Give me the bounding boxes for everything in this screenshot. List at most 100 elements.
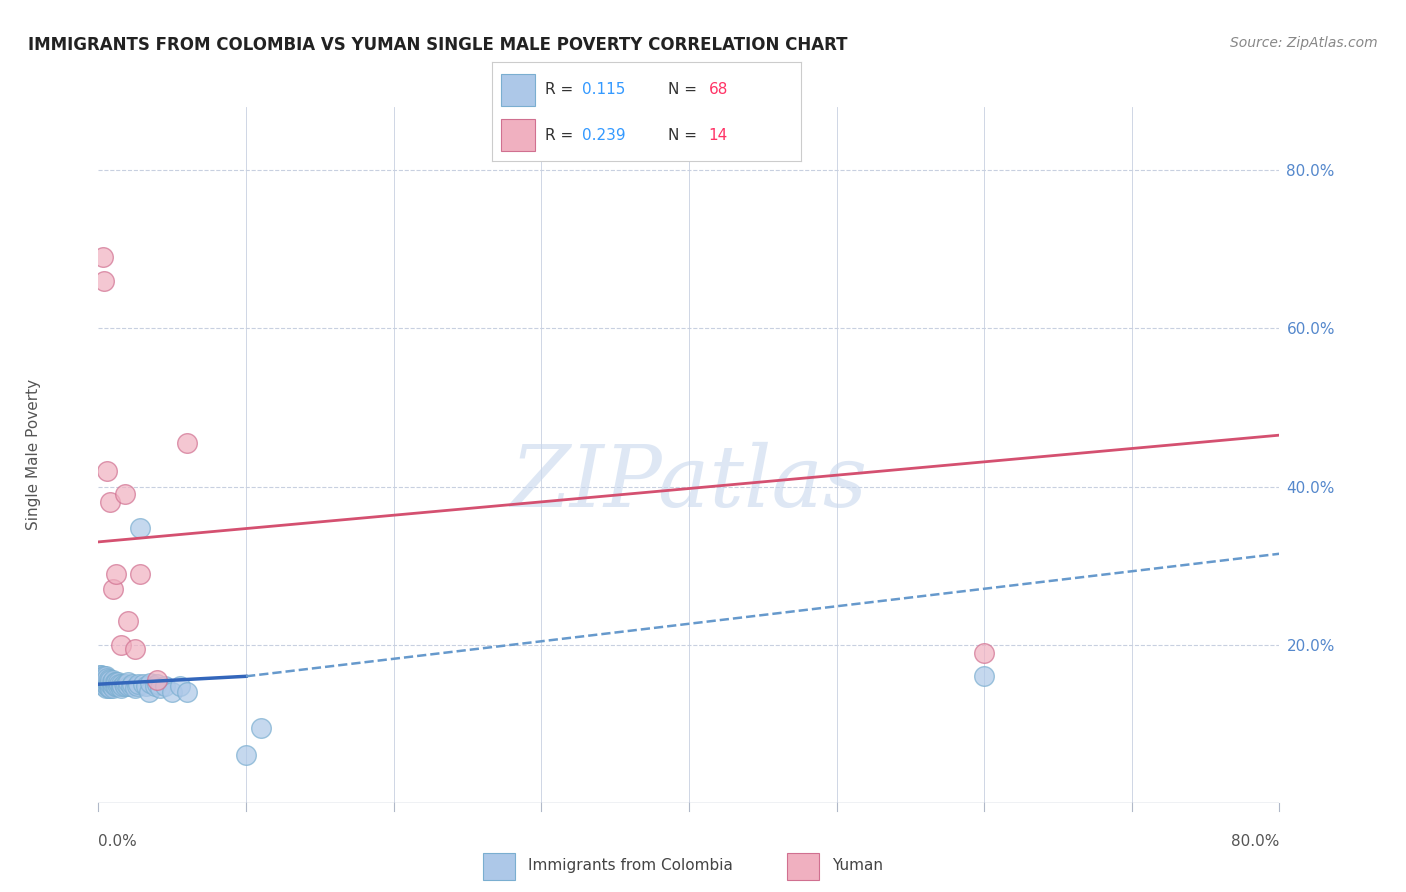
Text: IMMIGRANTS FROM COLOMBIA VS YUMAN SINGLE MALE POVERTY CORRELATION CHART: IMMIGRANTS FROM COLOMBIA VS YUMAN SINGLE… [28, 36, 848, 54]
Point [103, 677, 125, 691]
Point [169, 679, 191, 693]
Point [125, 679, 148, 693]
Point [98, 677, 121, 691]
Point [103, 582, 125, 597]
Point [117, 674, 139, 689]
Point [127, 677, 149, 691]
Point [153, 679, 176, 693]
Point [138, 685, 160, 699]
Point [128, 521, 150, 535]
Point [114, 487, 136, 501]
Point [96, 679, 118, 693]
Text: Yuman: Yuman [832, 858, 883, 872]
Point [98, 673, 121, 688]
FancyBboxPatch shape [502, 120, 536, 151]
Point [250, 721, 273, 735]
Point [110, 677, 132, 691]
Text: N =: N = [668, 128, 697, 143]
Point [94, 669, 117, 683]
Point [128, 566, 150, 581]
Text: ZIPatlas: ZIPatlas [510, 442, 868, 524]
Text: R =: R = [544, 82, 572, 97]
Text: 0.115: 0.115 [582, 82, 626, 97]
Point [98, 495, 121, 509]
Point [107, 679, 129, 693]
Point [973, 669, 995, 683]
Point [121, 677, 143, 691]
Point [111, 679, 134, 693]
Point [97, 681, 120, 695]
Point [104, 679, 127, 693]
Point [89, 667, 111, 681]
Text: R =: R = [544, 128, 572, 143]
Point [135, 679, 157, 693]
Point [91, 250, 114, 264]
Point [107, 674, 129, 689]
Point [93, 679, 115, 693]
Point [90, 675, 112, 690]
Point [91, 674, 114, 689]
Text: 68: 68 [709, 82, 728, 97]
Point [105, 679, 128, 693]
Text: Single Male Poverty: Single Male Poverty [25, 379, 41, 531]
Point [973, 646, 995, 660]
Point [91, 672, 114, 686]
Point [96, 464, 118, 478]
FancyBboxPatch shape [484, 853, 516, 880]
Point [124, 641, 146, 656]
Point [93, 675, 115, 690]
Point [117, 679, 139, 693]
Point [93, 669, 115, 683]
Point [103, 673, 125, 688]
Point [110, 638, 132, 652]
Point [105, 674, 128, 689]
Point [100, 674, 122, 689]
Point [97, 677, 120, 691]
Point [112, 677, 135, 691]
FancyBboxPatch shape [502, 74, 536, 105]
Point [96, 671, 118, 685]
Point [100, 679, 122, 693]
Point [103, 681, 125, 695]
Point [93, 673, 115, 687]
Point [90, 673, 112, 688]
Point [110, 681, 132, 695]
Point [132, 677, 155, 691]
Point [90, 667, 112, 681]
Point [89, 673, 111, 688]
Point [94, 673, 117, 688]
Point [90, 671, 112, 685]
Text: 80.0%: 80.0% [1232, 834, 1279, 849]
Point [114, 679, 136, 693]
Point [96, 674, 118, 689]
Point [146, 673, 169, 688]
Text: N =: N = [668, 82, 697, 97]
Point [97, 673, 120, 687]
Text: 14: 14 [709, 128, 728, 143]
Point [94, 677, 117, 691]
Point [176, 436, 198, 450]
Point [149, 681, 172, 695]
Point [105, 566, 128, 581]
Point [117, 614, 139, 628]
Point [93, 274, 115, 288]
Text: 0.0%: 0.0% [98, 834, 138, 849]
FancyBboxPatch shape [787, 853, 820, 880]
Text: Source: ZipAtlas.com: Source: ZipAtlas.com [1230, 36, 1378, 50]
Point [108, 677, 131, 691]
Text: Immigrants from Colombia: Immigrants from Colombia [529, 858, 734, 872]
Point [146, 677, 169, 691]
Point [124, 681, 146, 695]
Point [115, 677, 138, 691]
Point [91, 677, 114, 691]
Point [120, 679, 142, 693]
Point [104, 674, 127, 689]
Point [94, 681, 117, 695]
Point [98, 681, 121, 695]
Point [235, 748, 257, 763]
Point [91, 669, 114, 683]
Text: 0.239: 0.239 [582, 128, 626, 143]
Point [89, 671, 111, 685]
Point [143, 679, 166, 693]
Point [162, 685, 183, 699]
